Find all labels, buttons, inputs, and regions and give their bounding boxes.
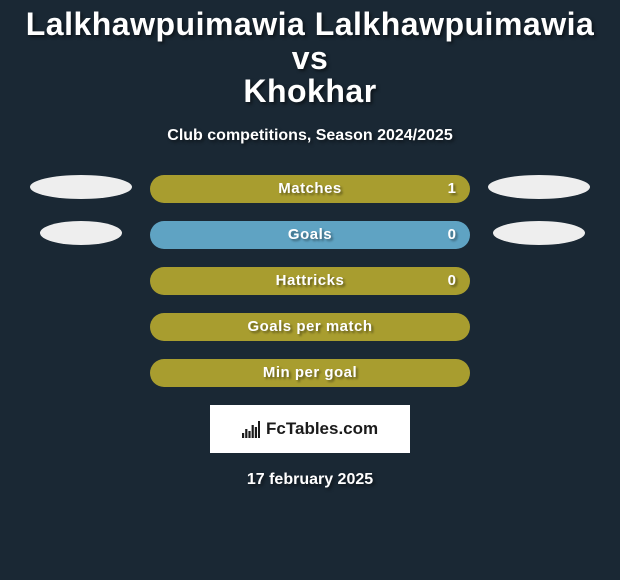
content-container: Lalkhawpuimawia Lalkhawpuimawia vs Khokh… bbox=[0, 0, 620, 580]
left-slot bbox=[30, 313, 132, 341]
stat-bar-label: Hattricks bbox=[276, 272, 345, 289]
subtitle: Club competitions, Season 2024/2025 bbox=[167, 127, 452, 145]
left-ellipse bbox=[40, 221, 122, 245]
right-slot bbox=[488, 313, 590, 341]
stat-row: Hattricks 0 bbox=[0, 267, 620, 295]
left-slot bbox=[30, 221, 132, 249]
right-ellipse bbox=[488, 175, 590, 199]
right-slot bbox=[488, 221, 590, 249]
date-label: 17 february 2025 bbox=[247, 471, 373, 489]
stat-bar-value: 1 bbox=[448, 180, 456, 197]
stat-bar-label: Matches bbox=[278, 180, 342, 197]
stat-bar: Goals 0 bbox=[150, 221, 470, 249]
stat-bar-label: Min per goal bbox=[263, 364, 357, 381]
title-line-1: Lalkhawpuimawia Lalkhawpuimawia vs bbox=[26, 6, 595, 76]
logo-box: FcTables.com bbox=[210, 405, 410, 453]
logo-text: FcTables.com bbox=[266, 419, 378, 439]
stat-row: Matches 1 bbox=[0, 175, 620, 203]
right-slot bbox=[488, 267, 590, 295]
right-ellipse bbox=[493, 221, 585, 245]
stat-bar-value: 0 bbox=[448, 226, 456, 243]
stat-bar-label: Goals bbox=[288, 226, 332, 243]
title-line-2: Khokhar bbox=[243, 73, 376, 109]
stat-bar: Goals per match bbox=[150, 313, 470, 341]
right-slot bbox=[488, 359, 590, 387]
stat-row: Goals 0 bbox=[0, 221, 620, 249]
left-slot bbox=[30, 267, 132, 295]
stat-row: Goals per match bbox=[0, 313, 620, 341]
left-slot bbox=[30, 175, 132, 203]
left-ellipse bbox=[30, 175, 132, 199]
stat-bar-label: Goals per match bbox=[247, 318, 372, 335]
stat-bar: Hattricks 0 bbox=[150, 267, 470, 295]
bar-chart-icon bbox=[242, 420, 260, 438]
stats-rows: Matches 1 Goals 0 Hattricks 0 Goals per match M… bbox=[0, 175, 620, 387]
left-slot bbox=[30, 359, 132, 387]
stat-row: Min per goal bbox=[0, 359, 620, 387]
right-slot bbox=[488, 175, 590, 203]
page-title: Lalkhawpuimawia Lalkhawpuimawia vs Khokh… bbox=[0, 0, 620, 109]
stat-bar: Min per goal bbox=[150, 359, 470, 387]
stat-bar-value: 0 bbox=[448, 272, 456, 289]
stat-bar: Matches 1 bbox=[150, 175, 470, 203]
